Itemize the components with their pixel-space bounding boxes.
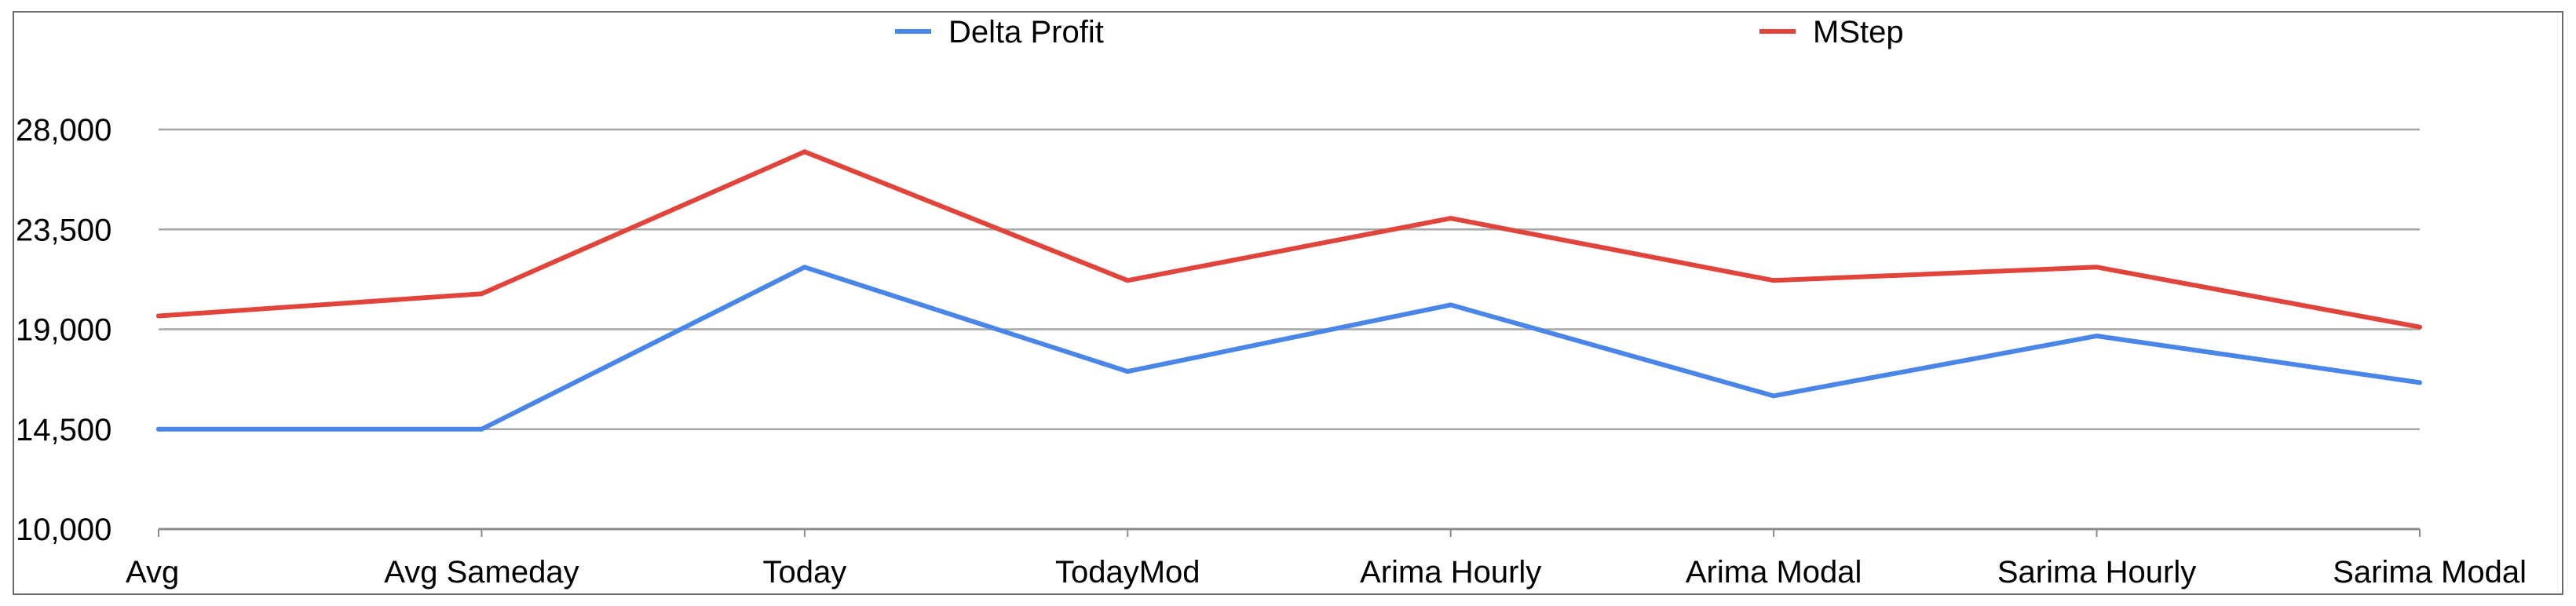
data-point-mstep-avg: [156, 313, 161, 319]
x-tick-label-arima-modal: Arima Modal: [1686, 555, 1862, 590]
data-point-mstep-arima-modal: [1771, 278, 1777, 283]
data-point-delta-profit-sarima-modal: [2417, 380, 2422, 385]
legend: Delta Profit MStep: [895, 15, 1904, 49]
x-tick-label-today: Today: [762, 555, 846, 590]
chart-frame: [13, 11, 2563, 595]
y-tick-label: 14,500: [16, 413, 111, 447]
data-point-mstep-todaymod: [1125, 278, 1131, 283]
x-tick-label-arima-hourly: Arima Hourly: [1360, 555, 1541, 590]
data-point-delta-profit-sarima-hourly: [2094, 333, 2099, 338]
legend-label-mstep: MStep: [1813, 15, 1904, 49]
x-tick-label-avg-sameday: Avg Sameday: [384, 555, 579, 590]
data-point-mstep-arima-hourly: [1448, 216, 1453, 221]
data-point-mstep-sarima-hourly: [2094, 265, 2099, 270]
series-line-mstep: [156, 149, 2422, 330]
y-axis: 10,000 14,500 19,000 23,500 28,000: [16, 113, 111, 547]
x-tick-label-avg: Avg: [126, 555, 179, 590]
legend-label-delta-profit: Delta Profit: [948, 15, 1104, 49]
data-point-delta-profit-arima-hourly: [1448, 302, 1453, 308]
data-point-mstep-sarima-modal: [2417, 324, 2422, 330]
data-point-mstep-today: [802, 149, 807, 155]
x-tick-label-sarima-hourly: Sarima Hourly: [1997, 555, 2196, 590]
data-point-mstep-avg-sameday: [479, 291, 484, 297]
data-point-delta-profit-todaymod: [1125, 369, 1131, 374]
data-point-delta-profit-avg: [156, 426, 161, 432]
x-tick-label-sarima-modal: Sarima Modal: [2333, 555, 2527, 590]
data-point-delta-profit-avg-sameday: [479, 426, 484, 432]
y-tick-label: 19,000: [16, 313, 111, 348]
x-tick-label-todaymod: TodayMod: [1055, 555, 1200, 590]
data-point-delta-profit-today: [802, 265, 807, 270]
series-layer: [156, 149, 2422, 432]
series-line-delta-profit: [156, 265, 2422, 432]
grid-layer: [159, 128, 2420, 531]
y-tick-label: 23,500: [16, 213, 111, 247]
data-point-delta-profit-arima-modal: [1771, 393, 1777, 399]
y-tick-label: 10,000: [16, 513, 111, 547]
x-axis: Avg Avg Sameday Today TodayMod Arima Hourly A…: [126, 529, 2527, 590]
y-tick-label: 28,000: [16, 113, 111, 148]
